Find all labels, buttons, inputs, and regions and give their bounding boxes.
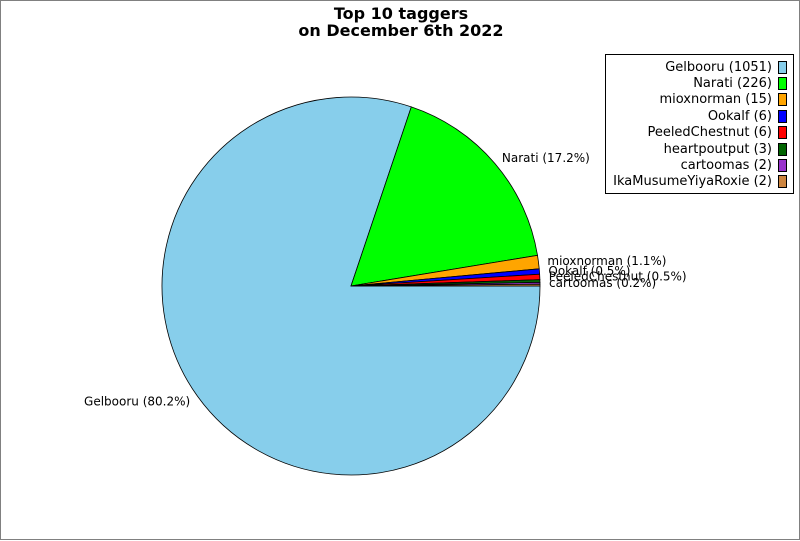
- pie-label-ookalf: Ookalf (0.5%): [548, 264, 630, 278]
- legend-label: Gelbooru (1051): [665, 59, 772, 75]
- legend-label: IkaMusumeYiyaRoxie (2): [613, 174, 772, 190]
- pie-label-narati: Narati (17.2%): [502, 151, 590, 165]
- pie-labels: Gelbooru (80.2%) Narati (17.2%) mioxnorman…: [84, 151, 687, 409]
- legend-label: mioxnorman (15): [659, 92, 772, 108]
- pie-label-mioxnorman: mioxnorman (1.1%): [547, 254, 666, 268]
- legend-item-mioxnorman: mioxnorman (15): [606, 92, 793, 108]
- chart-title-line-1: Top 10 taggers: [334, 4, 468, 23]
- legend-item-gelbooru: Gelbooru (1051): [606, 59, 793, 75]
- chart-title-line-2: on December 6th 2022: [298, 21, 503, 40]
- pie-slices: [161, 96, 541, 476]
- legend-label: Ookalf (6): [707, 108, 772, 124]
- pie-label-gelbooru: Gelbooru (80.2%): [84, 395, 190, 409]
- legend-swatch: [778, 126, 787, 140]
- legend-item-ikamusumeyiyaroxie: IkaMusumeYiyaRoxie (2): [606, 174, 793, 190]
- legend-item-peeledchestnut: PeeledChestnut (6): [606, 125, 793, 141]
- legend-swatch: [778, 77, 787, 91]
- legend: Gelbooru (1051) Narati (226) mioxnorman (1…: [605, 54, 794, 195]
- legend-swatch: [778, 175, 787, 189]
- legend-item-cartoomas: cartoomas (2): [606, 157, 793, 173]
- pie-slice-ikamusumeyiyaroxie: [350, 283, 541, 287]
- legend-swatch: [778, 159, 787, 173]
- pie-label-peeledchestnut: PeeledChestnut (0.5%): [549, 270, 687, 284]
- legend-swatch: [778, 142, 787, 156]
- legend-swatch: [778, 93, 787, 107]
- legend-label: PeeledChestnut (6): [647, 125, 772, 141]
- legend-item-ookalf: Ookalf (6): [606, 108, 793, 124]
- legend-item-narati: Narati (226): [606, 75, 793, 91]
- pie-slice-narati: [350, 106, 538, 287]
- legend-swatch: [778, 60, 787, 74]
- pie-label-cartoomas: cartoomas (0.2%): [549, 276, 656, 290]
- legend-label: heartpoutput (3): [663, 141, 772, 157]
- legend-label: cartoomas (2): [680, 158, 772, 174]
- legend-label: Narati (226): [693, 76, 772, 92]
- legend-swatch: [778, 109, 787, 123]
- legend-item-heartpoutput: heartpoutput (3): [606, 141, 793, 157]
